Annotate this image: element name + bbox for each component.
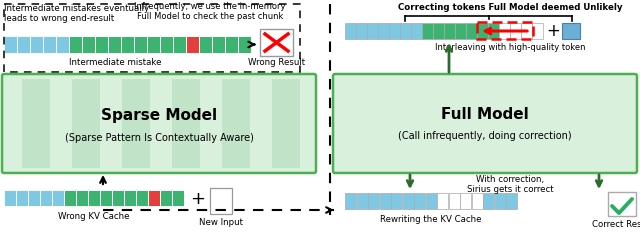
Bar xyxy=(455,23,466,39)
Bar xyxy=(483,193,494,209)
Bar xyxy=(608,192,636,216)
Bar xyxy=(477,23,488,39)
Text: Sparse Model: Sparse Model xyxy=(101,108,217,124)
Bar xyxy=(100,190,111,206)
Bar xyxy=(345,23,356,39)
Bar xyxy=(30,36,43,53)
Bar xyxy=(472,193,483,209)
Bar xyxy=(64,190,76,206)
Bar xyxy=(136,190,148,206)
Text: Rewriting the KV Cache: Rewriting the KV Cache xyxy=(381,215,482,224)
Bar xyxy=(345,193,356,209)
Bar xyxy=(466,23,477,39)
Bar xyxy=(389,23,399,39)
Bar xyxy=(400,23,411,39)
Bar xyxy=(378,23,388,39)
Bar xyxy=(4,36,17,53)
Bar xyxy=(356,23,367,39)
Text: Wrong Result: Wrong Result xyxy=(248,58,305,67)
Bar xyxy=(160,36,173,53)
Text: Correcting tokens Full Model deemed Unlikely: Correcting tokens Full Model deemed Unli… xyxy=(397,3,622,12)
Bar xyxy=(391,193,402,209)
Bar xyxy=(272,79,300,168)
Text: (Sparse Pattern Is Contextually Aware): (Sparse Pattern Is Contextually Aware) xyxy=(65,133,253,143)
Bar xyxy=(562,23,580,39)
Bar xyxy=(28,190,40,206)
Bar xyxy=(82,36,95,53)
Bar xyxy=(147,36,159,53)
Text: Infrequently, we use the in-memory
Full Model to check the past chunk: Infrequently, we use the in-memory Full … xyxy=(134,2,285,21)
Bar xyxy=(532,23,543,39)
Text: Full Model: Full Model xyxy=(441,106,529,122)
Bar xyxy=(172,190,184,206)
Bar xyxy=(422,23,433,39)
Bar xyxy=(411,23,422,39)
Bar xyxy=(43,36,56,53)
Text: (Call infrequently, doing correction): (Call infrequently, doing correction) xyxy=(398,131,572,141)
Text: New Input: New Input xyxy=(199,218,243,227)
Bar xyxy=(72,79,100,168)
Bar xyxy=(16,190,28,206)
FancyBboxPatch shape xyxy=(2,74,316,173)
FancyBboxPatch shape xyxy=(333,74,637,173)
Bar xyxy=(367,23,378,39)
Text: Correct Result: Correct Result xyxy=(591,220,640,229)
Bar xyxy=(160,190,172,206)
Bar xyxy=(124,190,136,206)
Bar xyxy=(495,193,506,209)
Bar xyxy=(368,193,379,209)
Bar xyxy=(222,79,250,168)
Text: +: + xyxy=(191,190,205,208)
Bar xyxy=(449,193,460,209)
Bar xyxy=(238,36,251,53)
Bar xyxy=(95,36,108,53)
Bar xyxy=(40,190,52,206)
Bar xyxy=(260,29,293,56)
Bar xyxy=(460,193,471,209)
Bar xyxy=(403,193,413,209)
Bar xyxy=(173,36,186,53)
Bar xyxy=(4,190,15,206)
Bar xyxy=(499,23,509,39)
Bar xyxy=(148,190,159,206)
Bar xyxy=(134,36,147,53)
Text: Intermediate mistakes eventually
leads to wrong end-result: Intermediate mistakes eventually leads t… xyxy=(4,4,149,23)
Bar xyxy=(22,79,50,168)
Bar xyxy=(122,79,150,168)
Bar xyxy=(88,190,100,206)
Bar xyxy=(510,23,520,39)
Text: +: + xyxy=(546,22,560,40)
Bar xyxy=(380,193,390,209)
Bar xyxy=(212,36,225,53)
Bar xyxy=(199,36,212,53)
Bar xyxy=(52,190,63,206)
Bar xyxy=(108,36,120,53)
Text: Intermediate mistake: Intermediate mistake xyxy=(69,58,161,67)
Bar xyxy=(17,36,29,53)
Text: With correction,
Sirius gets it correct: With correction, Sirius gets it correct xyxy=(467,175,554,194)
Bar xyxy=(506,193,517,209)
Bar xyxy=(488,23,499,39)
Bar xyxy=(225,36,237,53)
Text: Interleaving with high-quality token: Interleaving with high-quality token xyxy=(435,43,585,52)
Bar xyxy=(433,23,444,39)
Bar xyxy=(210,188,232,214)
Bar xyxy=(76,190,88,206)
Bar xyxy=(4,4,300,72)
Bar xyxy=(172,79,200,168)
Bar xyxy=(414,193,425,209)
Bar xyxy=(521,23,532,39)
Bar xyxy=(186,36,198,53)
Bar xyxy=(444,23,454,39)
Bar xyxy=(356,193,367,209)
Bar xyxy=(56,36,68,53)
Bar xyxy=(426,193,436,209)
Bar xyxy=(437,193,448,209)
Bar xyxy=(69,36,82,53)
Bar xyxy=(121,36,134,53)
Bar xyxy=(112,190,124,206)
Text: Wrong KV Cache: Wrong KV Cache xyxy=(58,212,130,221)
Bar xyxy=(477,22,532,40)
